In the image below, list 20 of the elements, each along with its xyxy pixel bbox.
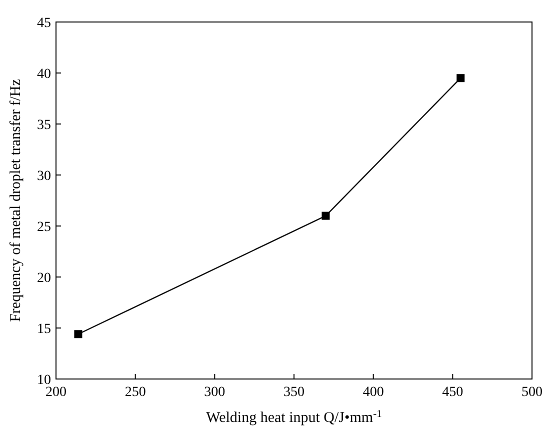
- y-tick-label: 35: [37, 118, 51, 133]
- y-tick-label: 40: [37, 66, 51, 82]
- x-tick-label: 400: [362, 385, 384, 400]
- y-axis-title: Frequency of metal droplet transfer f/Hz: [8, 78, 24, 322]
- x-tick-label: 450: [442, 385, 464, 400]
- y-tick-label: 30: [37, 168, 51, 184]
- x-tick-label: 300: [204, 385, 226, 400]
- point: [322, 212, 330, 220]
- y-tick-label: 20: [37, 270, 51, 286]
- x-tick-label: 350: [284, 385, 304, 400]
- x-tick-label: 200: [46, 385, 66, 400]
- x-tick-label: 500: [522, 385, 542, 400]
- y-tick-label: 10: [37, 372, 51, 388]
- y-tick-label: 15: [37, 322, 51, 337]
- x-axis-title: Welding heat input Q/J•mm$^{-1}$: [206, 408, 382, 426]
- y-tick-label: 45: [37, 16, 51, 31]
- point: [456, 74, 465, 82]
- point: [74, 330, 82, 338]
- y-tick-label: 25: [37, 220, 51, 235]
- x-tick-label: 250: [124, 385, 146, 400]
